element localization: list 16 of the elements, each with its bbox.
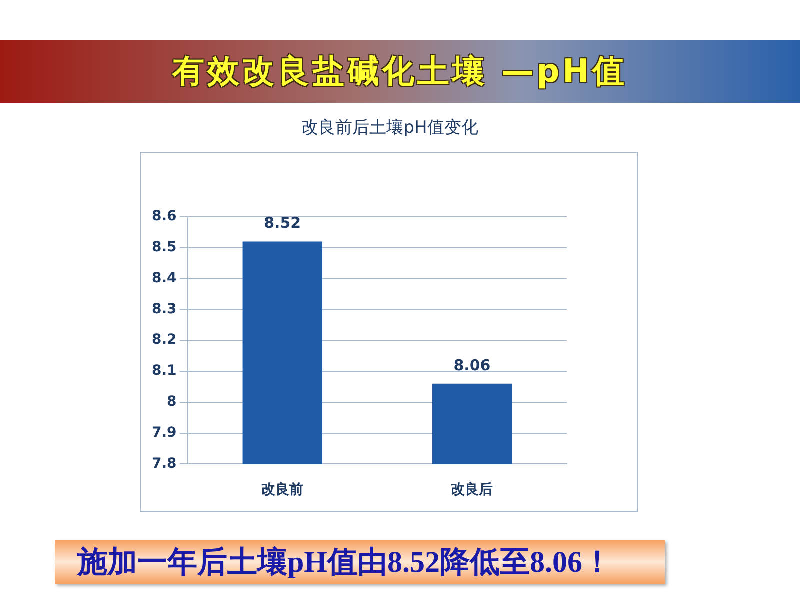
data-label: 8.52	[264, 214, 302, 232]
y-tick-label: 8.4	[152, 270, 178, 286]
x-tick-label: 改良后	[451, 481, 494, 498]
y-tick-label: 8.6	[152, 208, 177, 225]
y-tick-label: 8.3	[152, 301, 177, 318]
y-tick-label: 8.1	[152, 363, 177, 380]
x-tick-label: 改良前	[262, 481, 304, 498]
y-tick-label: 7.9	[152, 424, 177, 441]
data-label: 8.06	[454, 356, 491, 374]
y-tick-label: 8.5	[152, 240, 177, 256]
y-tick-label: 7.8	[152, 456, 177, 472]
y-tick-label: 8.2	[152, 332, 177, 348]
chart-subtitle: 改良前后土壤pH值变化	[300, 117, 480, 139]
y-tick-label: 8	[167, 394, 177, 410]
text: 施加一年后土壤pH值由8.52降低至8.06！	[77, 544, 613, 580]
chart-title: 有效改良盐碱化土壤 —pH值	[172, 50, 628, 92]
